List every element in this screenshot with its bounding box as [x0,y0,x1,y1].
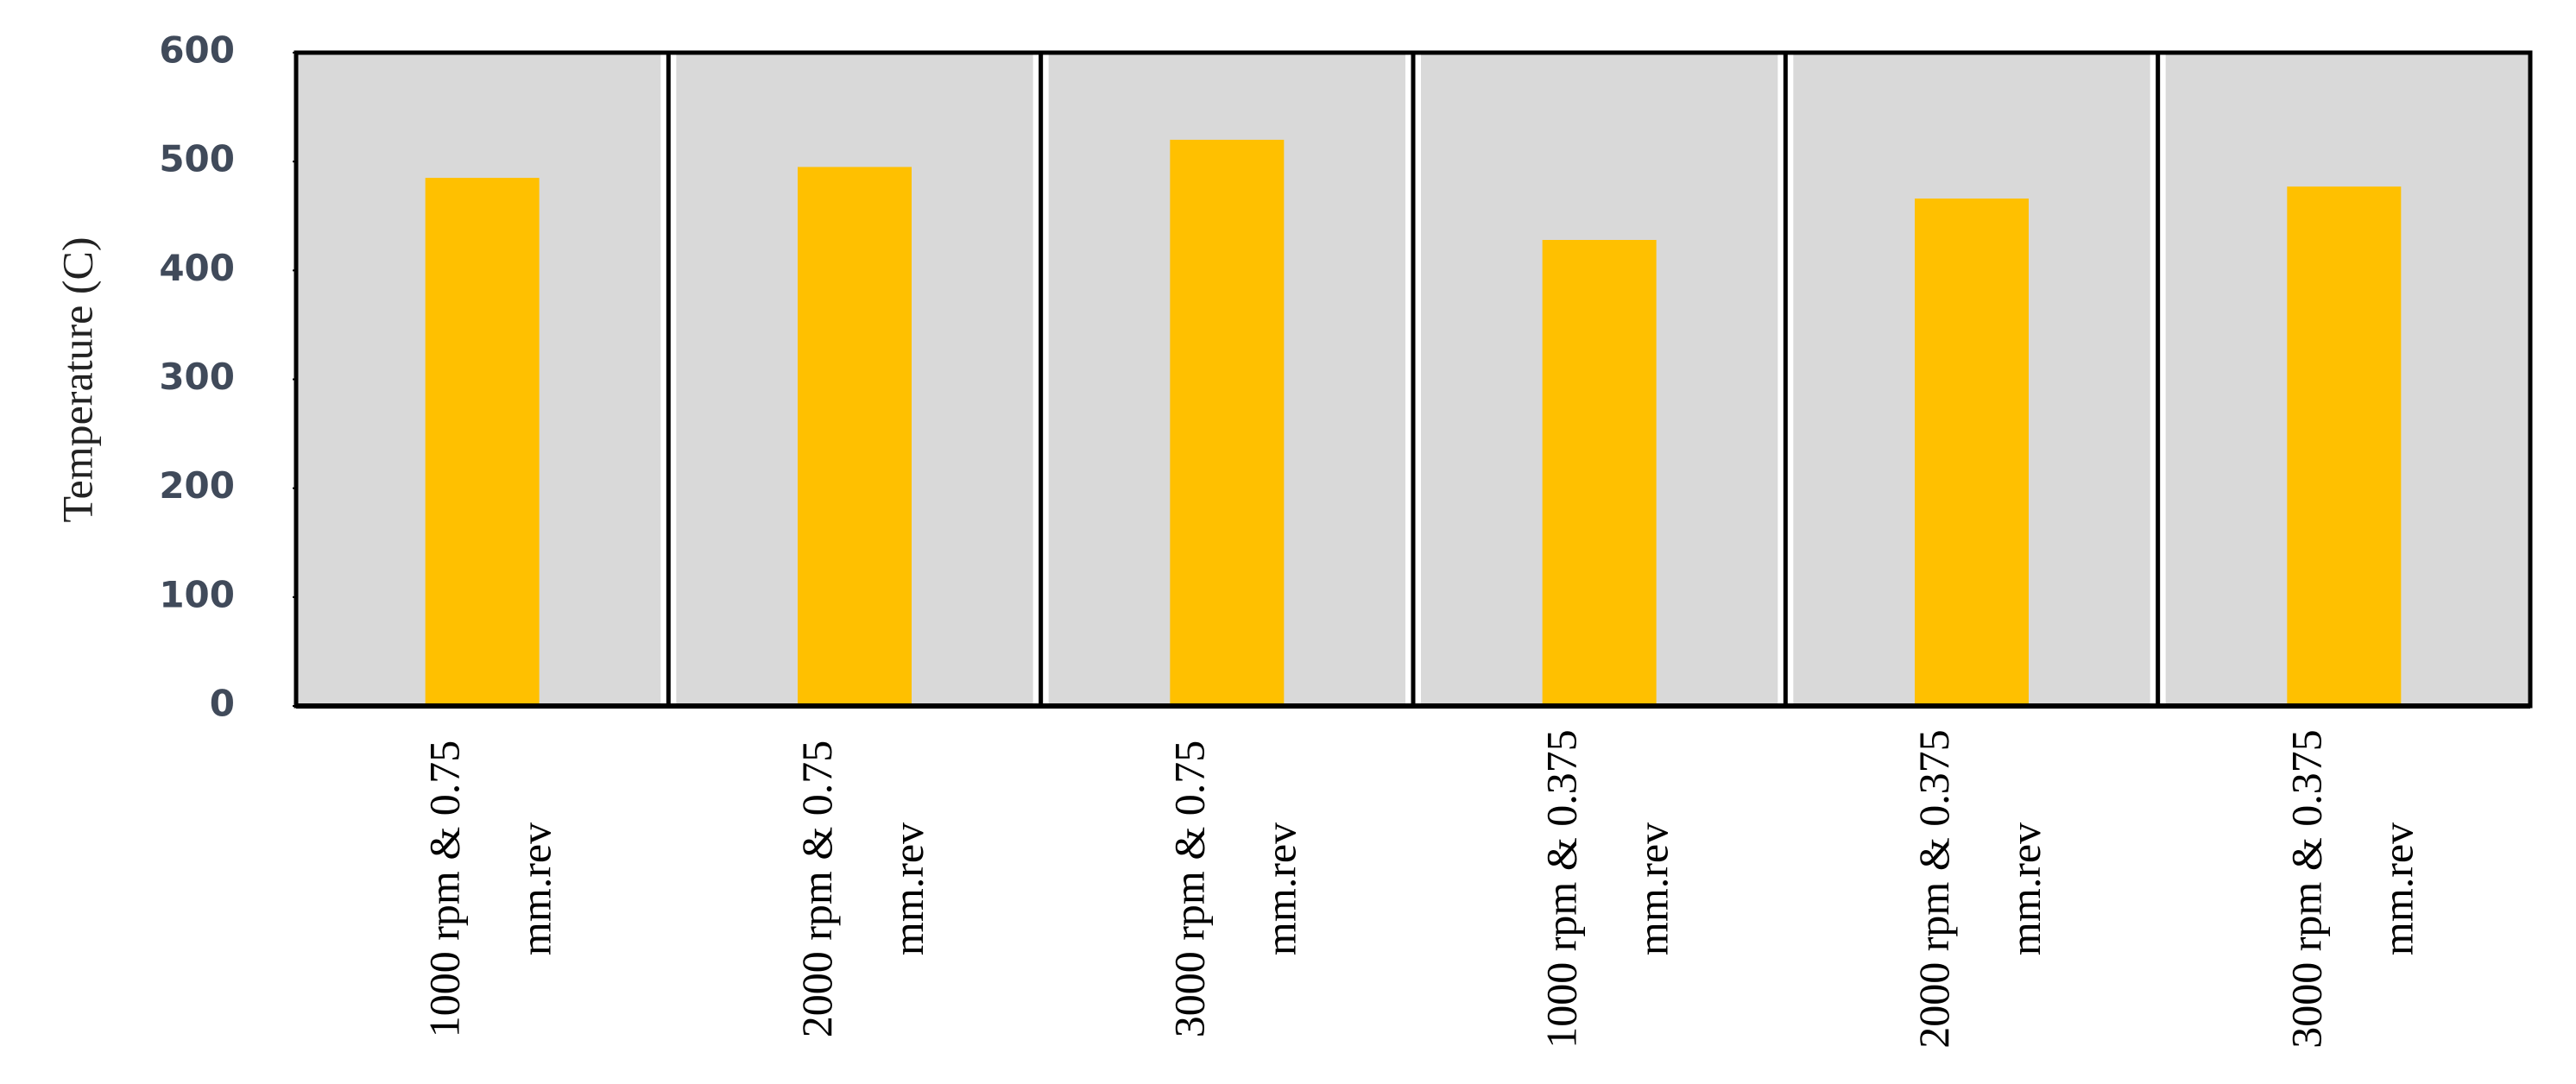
y-tick-label: 400 [159,247,235,289]
label-line: 2000 rpm & 0.375 [1910,729,1958,1048]
bar [2287,186,2402,706]
x-tick-label: 1000 rpm & 0.75 mm.rev [420,741,560,1037]
label-line: 2000 rpm & 0.75 [792,741,841,1037]
y-tick-label: 200 [159,464,235,507]
label-line: 3000 rpm & 0.375 [2282,729,2331,1048]
x-tick-label: 2000 rpm & 0.375 mm.rev [1910,729,2049,1048]
bar [1915,199,2029,706]
label-line: 3000 rpm & 0.75 [1165,741,1214,1037]
label-line: mm.rev [2001,822,2049,955]
bar [425,178,540,706]
bar [798,167,912,707]
label-line: mm.rev [512,822,560,955]
y-tick-label: 600 [159,29,235,72]
y-tick-label: 500 [159,138,235,180]
label-line: mm.rev [1257,822,1305,955]
y-axis-label: Temperature (C) [53,236,101,522]
label-line: 1000 rpm & 0.75 [420,741,469,1037]
x-tick-label: 3000 rpm & 0.375 mm.rev [2282,729,2422,1048]
y-tick-label: 300 [159,356,235,398]
x-tick-label: 2000 rpm & 0.75 mm.rev [792,741,932,1037]
x-tick-label: 1000 rpm & 0.375 mm.rev [1537,729,1677,1048]
label-line: mm.rev [1629,822,1677,955]
bar [1170,139,1285,706]
label-line: mm.rev [2374,822,2422,955]
bar [1542,240,1657,706]
label-line: 1000 rpm & 0.375 [1537,729,1586,1048]
x-tick-label: 3000 rpm & 0.75 mm.rev [1165,741,1305,1037]
y-tick-label: 0 [210,683,235,725]
label-line: mm.rev [884,822,932,955]
y-tick-label: 100 [159,573,235,615]
